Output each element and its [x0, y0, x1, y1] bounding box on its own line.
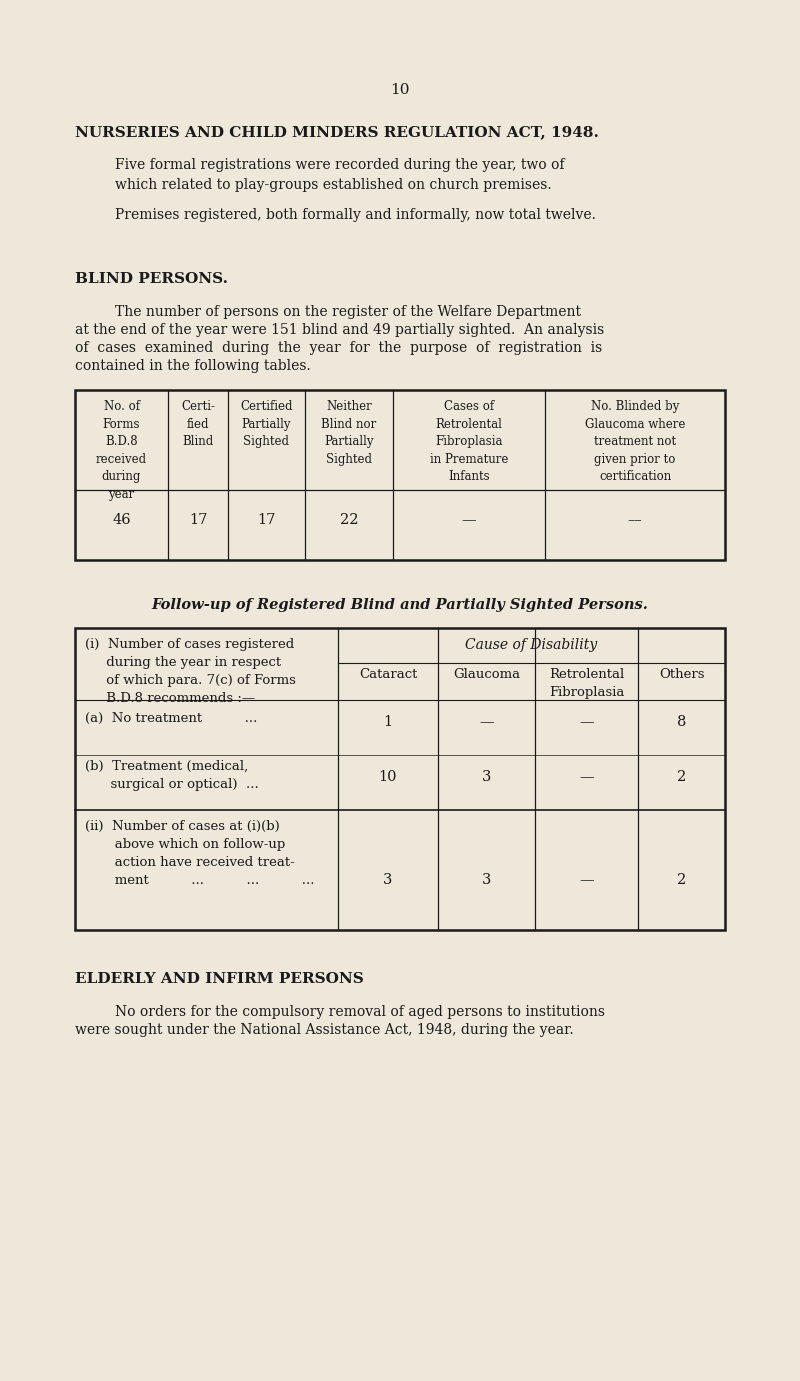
Text: 8: 8	[677, 715, 686, 729]
Text: 3: 3	[482, 873, 491, 887]
Text: Follow-up of Registered Blind and Partially Sighted Persons.: Follow-up of Registered Blind and Partia…	[151, 598, 649, 612]
Text: Glaucoma: Glaucoma	[453, 668, 520, 681]
Text: 10: 10	[378, 771, 398, 784]
Text: 3: 3	[383, 873, 393, 887]
Text: 17: 17	[258, 512, 276, 528]
Text: of  cases  examined  during  the  year  for  the  purpose  of  registration  is: of cases examined during the year for th…	[75, 341, 602, 355]
Text: —: —	[579, 715, 594, 729]
Text: contained in the following tables.: contained in the following tables.	[75, 359, 310, 373]
Text: —: —	[479, 715, 494, 729]
Text: (i)  Number of cases registered
     during the year in respect
     of which pa: (i) Number of cases registered during th…	[85, 638, 296, 704]
Text: 17: 17	[189, 512, 207, 528]
Text: action have received treat-: action have received treat-	[85, 856, 294, 869]
Text: 2: 2	[677, 873, 686, 887]
Text: ment          ...          ...          ...: ment ... ... ...	[85, 874, 314, 887]
Text: 22: 22	[340, 512, 358, 528]
Text: Others: Others	[658, 668, 704, 681]
Text: Cause of Disability: Cause of Disability	[466, 638, 598, 652]
Text: No. of
Forms
B.D.8
received
during
year: No. of Forms B.D.8 received during year	[96, 400, 147, 500]
Text: Five formal registrations were recorded during the year, two of
which related to: Five formal registrations were recorded …	[115, 157, 565, 192]
Text: above which on follow-up: above which on follow-up	[85, 838, 286, 851]
Text: 2: 2	[677, 771, 686, 784]
Text: 46: 46	[112, 512, 131, 528]
Text: No. Blinded by
Glaucoma where
treatment not
given prior to
certification: No. Blinded by Glaucoma where treatment …	[585, 400, 685, 483]
Text: (ii)  Number of cases at (i)(b): (ii) Number of cases at (i)(b)	[85, 820, 280, 833]
Text: Cataract: Cataract	[359, 668, 417, 681]
Text: The number of persons on the register of the Welfare Department: The number of persons on the register of…	[115, 305, 581, 319]
Text: Cases of
Retrolental
Fibroplasia
in Premature
Infants: Cases of Retrolental Fibroplasia in Prem…	[430, 400, 508, 483]
Bar	[75, 389, 725, 561]
Text: —: —	[579, 771, 594, 784]
Text: No orders for the compulsory removal of aged persons to institutions: No orders for the compulsory removal of …	[115, 1005, 605, 1019]
Text: —: —	[579, 873, 594, 887]
Text: 1: 1	[383, 715, 393, 729]
Text: NURSERIES AND CHILD MINDERS REGULATION ACT, 1948.: NURSERIES AND CHILD MINDERS REGULATION A…	[75, 126, 599, 139]
Text: 10: 10	[390, 83, 410, 97]
Text: were sought under the National Assistance Act, 1948, during the year.: were sought under the National Assistanc…	[75, 1023, 574, 1037]
Text: 3: 3	[482, 771, 491, 784]
Text: BLIND PERSONS.: BLIND PERSONS.	[75, 272, 228, 286]
Text: Certi-
fied
Blind: Certi- fied Blind	[181, 400, 215, 447]
Text: Certified
Partially
Sighted: Certified Partially Sighted	[240, 400, 293, 447]
Text: Neither
Blind nor
Partially
Sighted: Neither Blind nor Partially Sighted	[322, 400, 377, 465]
Text: surgical or optical)  ...: surgical or optical) ...	[85, 778, 258, 791]
Text: Premises registered, both formally and informally, now total twelve.: Premises registered, both formally and i…	[115, 209, 596, 222]
Text: Retrolental
Fibroplasia: Retrolental Fibroplasia	[549, 668, 624, 699]
Text: ELDERLY AND INFIRM PERSONS: ELDERLY AND INFIRM PERSONS	[75, 972, 364, 986]
Text: (b)  Treatment (medical,: (b) Treatment (medical,	[85, 760, 248, 773]
Bar	[75, 628, 725, 929]
Text: at the end of the year were 151 blind and 49 partially sighted.  An analysis: at the end of the year were 151 blind an…	[75, 323, 604, 337]
Text: —: —	[462, 512, 476, 528]
Text: (a)  No treatment          ...: (a) No treatment ...	[85, 713, 258, 725]
Text: ––: ––	[628, 512, 642, 528]
